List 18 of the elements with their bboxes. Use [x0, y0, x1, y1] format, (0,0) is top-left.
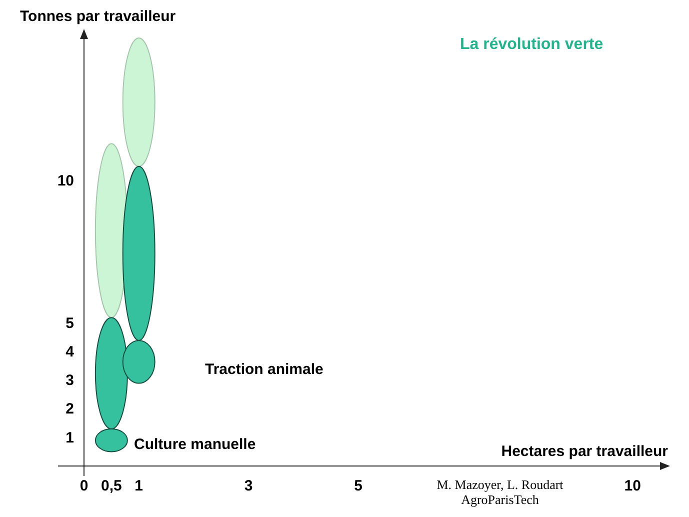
x-tick-label: 5 — [354, 478, 362, 495]
y-axis-title: Tonnes par travailleur — [20, 8, 176, 25]
y-tick-label: 1 — [66, 429, 74, 446]
y-tick-label: 3 — [66, 372, 74, 390]
annotation: Traction animale — [205, 360, 324, 378]
text: M. Mazoyer, L. Roudart AgroParisTech — [436, 476, 564, 506]
x-tick-label: 3 — [244, 478, 253, 495]
annotation: Culture manuelle — [134, 436, 256, 452]
x-tick-label: 10 — [624, 478, 641, 495]
y-tick-label: 2 — [66, 400, 74, 418]
x-tick-label: 0,5 — [101, 478, 122, 495]
x-tick-label: 0 — [80, 478, 88, 495]
y-tick-label: 5 — [66, 315, 74, 332]
x-tick-label: 1 — [134, 478, 144, 495]
chart-title: La révolution verte — [460, 36, 604, 53]
y-tick-label: 10 — [57, 172, 74, 190]
y-tick-label: 4 — [66, 344, 75, 361]
x-axis-title: Hectares par travailleur — [501, 443, 668, 460]
